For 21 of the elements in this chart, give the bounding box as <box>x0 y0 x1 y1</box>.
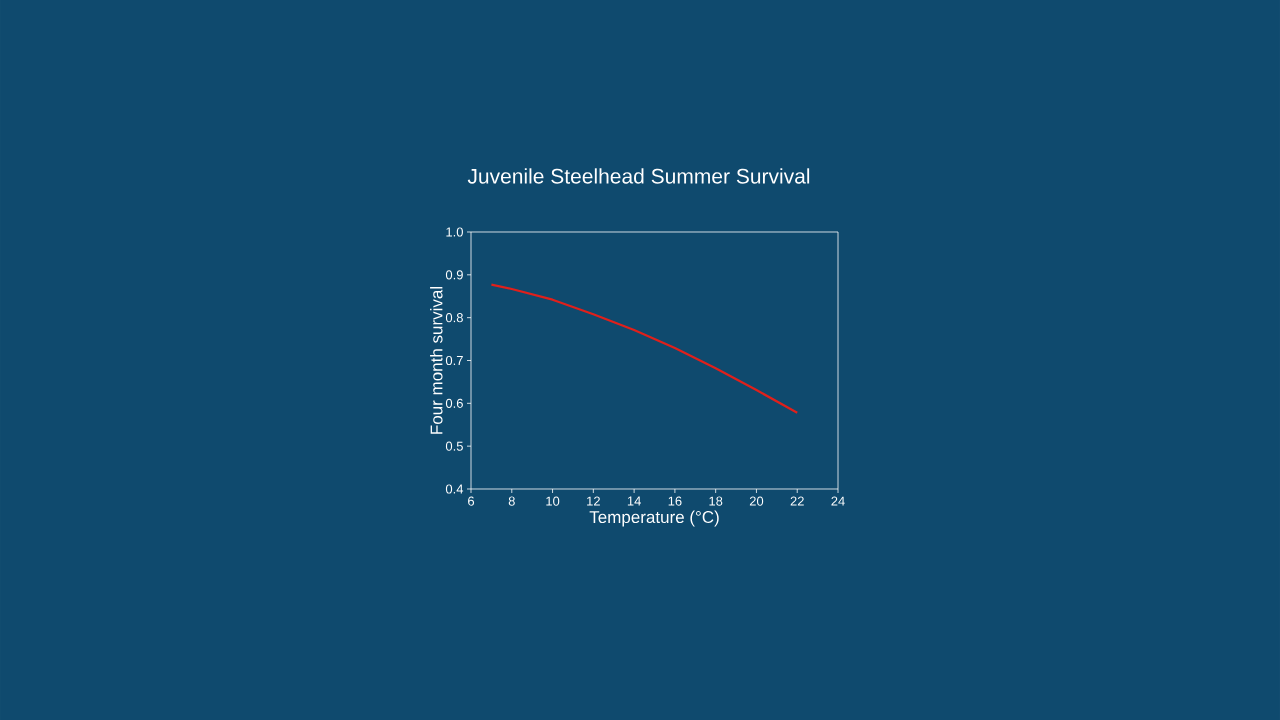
y-tick-label: 0.5 <box>445 441 463 451</box>
x-tick-label: 24 <box>831 496 845 506</box>
x-tick-label: 18 <box>709 496 723 506</box>
x-tick-label: 10 <box>546 496 560 506</box>
y-tick-label: 0.8 <box>445 313 463 323</box>
y-tick-label: 0.7 <box>445 355 463 366</box>
x-tick-label: 20 <box>749 496 764 506</box>
y-tick-label: 1.0 <box>446 227 463 237</box>
x-axis-title: Temperature (°C) <box>589 510 719 527</box>
y-tick-label: 0.6 <box>445 398 463 408</box>
x-tick-label: 22 <box>790 496 804 506</box>
y-tick-label: 0.9 <box>445 270 463 280</box>
x-tick-label: 12 <box>587 496 600 506</box>
x-tick-label: 6 <box>468 496 475 506</box>
x-tick-label: 16 <box>668 496 682 506</box>
y-tick-label: 0.4 <box>445 484 464 494</box>
line-series <box>490 283 799 414</box>
x-tick-label: 14 <box>627 496 641 506</box>
chart-title: Juvenile Steelhead Summer Survival <box>467 168 810 184</box>
x-tick-label: 8 <box>508 496 515 506</box>
y-axis-title: Four month survival <box>430 287 443 434</box>
